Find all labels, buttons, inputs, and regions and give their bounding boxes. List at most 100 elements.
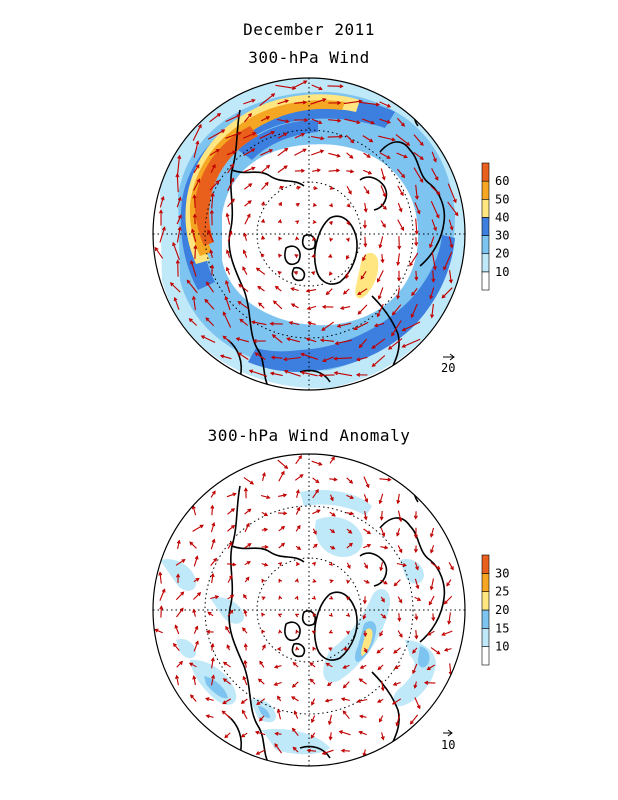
colorbar-swatch: [481, 180, 490, 200]
wind-vector-head: [376, 699, 382, 703]
wind-vector-shaft: [306, 338, 317, 343]
wind-vector-head: [177, 226, 182, 231]
wind-vector-shaft: [397, 510, 402, 522]
wind-vector-head: [207, 611, 212, 616]
wind-vector-shaft: [430, 562, 441, 570]
wind-vector-head: [274, 743, 279, 748]
wind-vector-head: [311, 253, 316, 258]
wind-vector-shaft: [357, 698, 368, 703]
wind-vector-head: [252, 339, 257, 344]
wind-vector-shaft: [430, 185, 441, 195]
wind-vector-shaft: [261, 182, 269, 190]
wind-vector-head: [419, 178, 424, 183]
wind-vector-head: [337, 100, 342, 105]
wind-vectors: [154, 80, 459, 378]
wind-vector-head: [397, 245, 402, 250]
wind-vector-shaft: [415, 630, 418, 639]
wind-vector-head: [200, 335, 205, 340]
wind-vector-head: [381, 176, 386, 181]
wind-vector-shaft: [177, 540, 180, 550]
wind-vector-head: [243, 643, 248, 648]
wind-vector-shaft: [176, 197, 182, 208]
wind-vector-shaft: [189, 541, 197, 549]
wind-vector-shaft: [346, 494, 354, 499]
wind-vector-head: [181, 559, 186, 563]
wind-vector-shaft: [176, 675, 179, 686]
wind-vector-shaft: [410, 303, 418, 318]
wind-vector-head: [298, 454, 302, 460]
wind-vector-head: [436, 650, 441, 655]
wind-vector-head: [333, 477, 338, 482]
wind-vector-head: [327, 682, 332, 687]
wind-vector-head: [350, 169, 355, 174]
wind-vector-head: [265, 116, 271, 120]
wind-vector-head: [371, 345, 376, 349]
wind-vector-head: [342, 647, 347, 651]
wind-vector-head: [222, 661, 228, 666]
wind-vector-shaft: [377, 270, 384, 282]
colorbar-swatch: [481, 217, 490, 236]
wind-vector-shaft: [294, 133, 305, 139]
wind-vector-shaft: [258, 302, 265, 309]
wind-vector-head: [312, 219, 317, 224]
wind-vector-head: [296, 524, 301, 530]
wind-vector-head: [403, 154, 408, 159]
wind-vector-head: [276, 708, 281, 713]
wind-vector-head: [318, 461, 323, 466]
wind-vector-head: [401, 122, 405, 127]
wind-vector-shaft: [396, 528, 401, 536]
wind-vector-head: [258, 717, 263, 722]
wind-vector-head: [358, 678, 363, 683]
wind-vector-shaft: [379, 152, 391, 159]
wind-vector-head: [263, 527, 269, 532]
wind-vector-head: [306, 748, 311, 753]
wind-vector-head: [225, 212, 230, 217]
wind-vector-shaft: [223, 312, 232, 328]
wind-vector-shaft: [291, 303, 299, 309]
wind-vector-shaft: [243, 477, 254, 485]
wind-vector-head: [283, 132, 288, 137]
wind-vector-head: [225, 266, 230, 272]
wind-vector-head: [429, 243, 433, 249]
wind-vector-shaft: [380, 185, 386, 197]
wind-vector-shaft: [206, 282, 215, 293]
wind-vector-shaft: [380, 203, 387, 210]
wind-vector-shaft: [402, 338, 421, 348]
wind-vector-head: [159, 605, 164, 610]
wind-vector-head: [328, 736, 333, 741]
wind-vector-head: [210, 642, 215, 648]
wind-vector-head: [292, 746, 297, 751]
wind-vector-head: [328, 271, 333, 276]
wind-vector-head: [230, 198, 235, 203]
wind-vector-head: [416, 210, 421, 215]
wind-vector-shaft: [176, 215, 182, 225]
wind-vector-head: [294, 595, 299, 600]
colorbar-swatch: [481, 235, 490, 255]
wind-vector-head: [386, 119, 392, 124]
wind-vector-shaft: [274, 743, 282, 754]
wind-vector-shaft: [413, 151, 424, 160]
wind-vector-head: [448, 279, 453, 284]
wind-vector-head: [454, 212, 459, 217]
wind-vector-shaft: [381, 680, 384, 691]
wind-vector-shaft: [327, 136, 343, 138]
wind-vector-shaft: [372, 355, 386, 367]
wind-vector-head: [414, 230, 419, 235]
wind-vector-shaft: [341, 750, 350, 752]
colorbar-swatch: [481, 198, 490, 218]
wind-vector-shaft: [448, 219, 453, 230]
wind-vector-head: [222, 311, 227, 316]
wind-vector-shaft: [204, 299, 215, 310]
wind-map-boundary: [152, 77, 466, 391]
wind-vector-head: [365, 483, 370, 489]
wind-vector-shaft: [449, 663, 452, 675]
wind-vector-shaft: [329, 732, 332, 740]
wind-vector-shaft: [192, 124, 202, 141]
wind-vector-shaft: [397, 185, 404, 196]
wind-vector-head: [242, 709, 246, 714]
wind-vector-shaft: [277, 148, 288, 157]
wind-vector-head: [396, 261, 401, 267]
wind-vector-head: [434, 176, 439, 181]
wind-vector-head: [428, 601, 433, 606]
wind-vector-shaft: [206, 697, 214, 701]
